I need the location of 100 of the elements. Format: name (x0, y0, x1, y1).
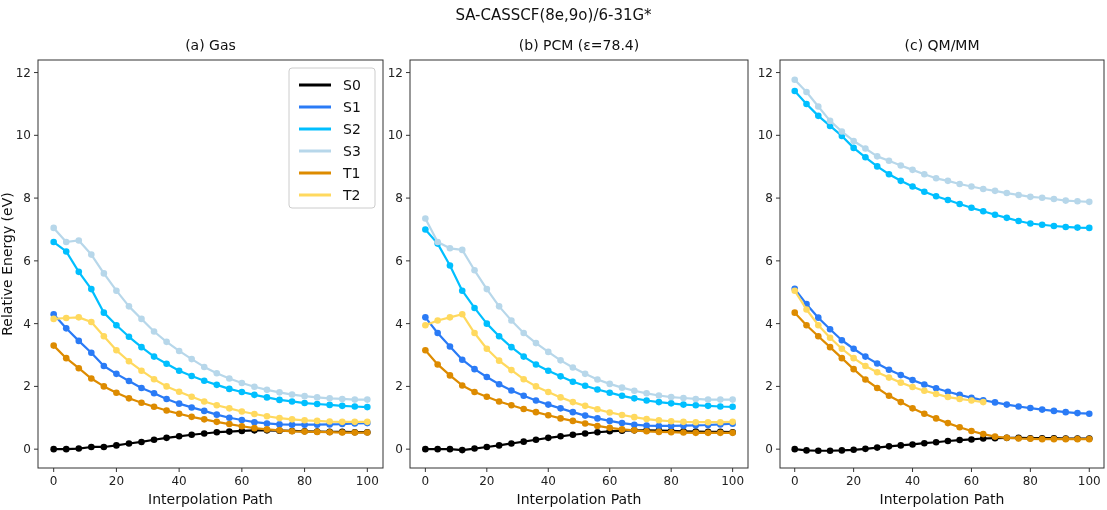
point (606, 389, 614, 396)
point (175, 433, 183, 440)
point (909, 166, 916, 174)
point (532, 339, 540, 347)
point (850, 144, 857, 152)
x-tick-label: 60 (963, 474, 980, 488)
point (1050, 407, 1058, 415)
point (569, 378, 577, 385)
point (422, 321, 429, 329)
point (557, 394, 564, 401)
legend-label: S0 (343, 77, 361, 93)
y-tick-label: 8 (765, 191, 773, 206)
y-tick-label: 2 (23, 379, 31, 394)
point (520, 438, 527, 445)
point (446, 372, 454, 379)
point (680, 418, 687, 426)
point (814, 103, 822, 110)
point (238, 379, 246, 387)
point (791, 445, 799, 453)
point (213, 369, 221, 377)
point (1027, 220, 1034, 227)
point (1038, 406, 1046, 413)
point (150, 375, 158, 383)
point (200, 407, 208, 415)
point (544, 434, 552, 442)
point (150, 328, 158, 335)
y-tick-label: 6 (765, 253, 773, 268)
point (991, 211, 999, 219)
x-tick-label: 80 (1022, 474, 1038, 488)
point (921, 381, 928, 388)
point (826, 325, 834, 333)
point (729, 403, 736, 411)
point (544, 388, 552, 396)
point (226, 385, 233, 393)
point (921, 170, 928, 178)
point (692, 401, 700, 409)
point (532, 397, 540, 404)
point (150, 390, 158, 397)
point (932, 384, 940, 392)
point (163, 407, 170, 414)
point (1015, 403, 1022, 410)
legend-label: T1 (342, 165, 361, 181)
x-tick-label: 60 (234, 474, 250, 488)
point (434, 445, 441, 453)
point (1050, 195, 1058, 203)
point (704, 402, 712, 410)
point (200, 377, 208, 385)
point (885, 170, 893, 178)
point (100, 362, 108, 370)
point (520, 375, 527, 383)
point (263, 412, 271, 420)
point (1003, 214, 1011, 222)
point (606, 424, 614, 432)
point (791, 309, 799, 316)
point (932, 175, 940, 182)
point (873, 360, 881, 367)
point (175, 388, 183, 396)
point (163, 395, 170, 403)
point (1015, 191, 1022, 199)
point (125, 440, 133, 447)
point (422, 314, 429, 321)
point (50, 445, 57, 453)
y-tick-label: 2 (765, 379, 773, 394)
point (803, 100, 810, 108)
point (483, 393, 491, 401)
y-tick-label: 10 (15, 128, 31, 143)
point (238, 416, 246, 424)
point (921, 439, 928, 447)
point (643, 390, 650, 397)
y-tick-label: 6 (23, 253, 31, 268)
point (873, 163, 881, 170)
point (458, 310, 466, 318)
point (862, 362, 869, 370)
point (803, 321, 810, 329)
point (544, 367, 552, 375)
x-tick-label: 20 (479, 474, 495, 488)
point (631, 395, 638, 402)
point (446, 314, 454, 321)
point (483, 373, 491, 381)
y-tick-label: 12 (387, 65, 403, 80)
point (422, 445, 429, 453)
point (944, 388, 952, 396)
point (643, 415, 650, 423)
point (125, 303, 133, 310)
point (483, 345, 491, 353)
point (226, 375, 233, 382)
point (75, 337, 83, 345)
point (544, 411, 552, 419)
point (301, 392, 308, 400)
point (163, 338, 170, 346)
point (301, 399, 308, 407)
point (1027, 404, 1034, 412)
point (944, 419, 952, 427)
point (885, 392, 893, 400)
point (100, 443, 108, 451)
point (495, 442, 503, 449)
point (422, 226, 429, 233)
point (50, 315, 57, 323)
point (569, 408, 577, 416)
point (251, 391, 258, 399)
